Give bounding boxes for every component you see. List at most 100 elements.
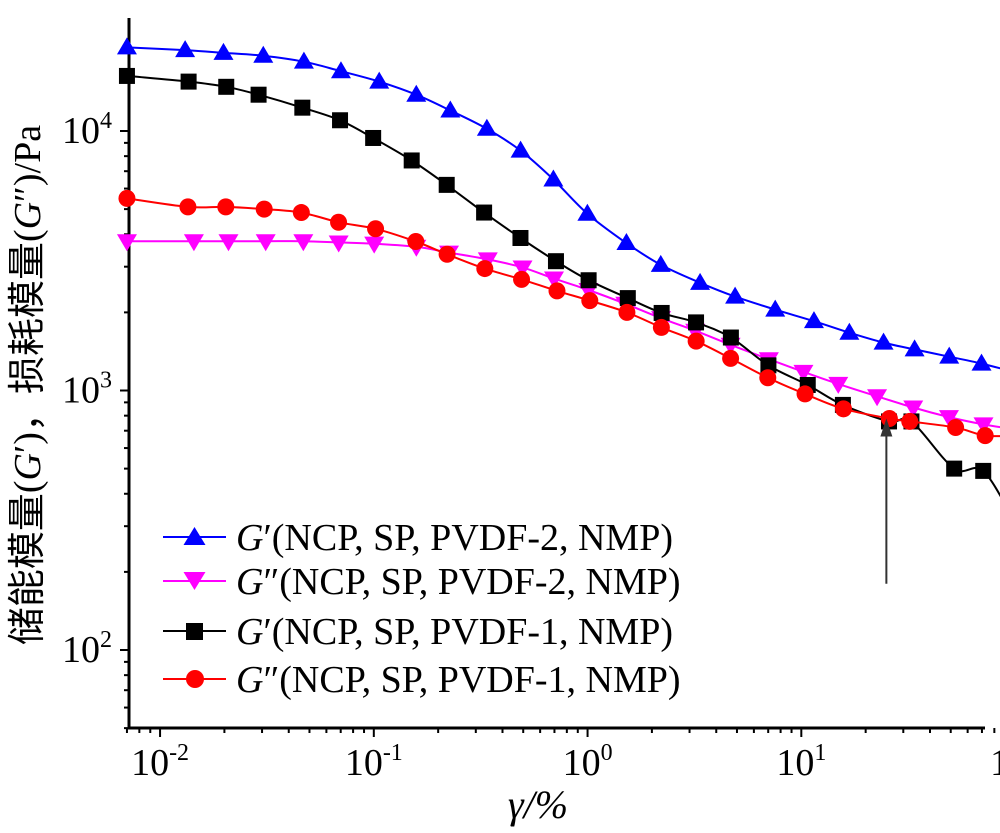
axes: [127, 18, 985, 730]
y-axis-label: 储能模量(G′)，损耗模量(G″)/Pa: [7, 125, 49, 645]
data-point: [759, 369, 777, 387]
data-point: [873, 332, 894, 350]
data-point: [581, 292, 599, 310]
x-tick-label: 10-2: [131, 740, 189, 784]
data-point: [976, 427, 994, 445]
legend-label: (NCP, SP, PVDF-1, NMP): [272, 611, 673, 653]
svg-text:G″(NCP, SP, PVDF-1, NMP): G″(NCP, SP, PVDF-1, NMP): [236, 659, 681, 701]
data-point: [292, 204, 310, 222]
data-point: [118, 67, 135, 84]
data-point: [867, 389, 888, 407]
y-axis-label-prefix: 储能模量(: [7, 480, 49, 645]
data-point: [616, 233, 637, 251]
data-point: [364, 236, 385, 254]
x-axis-label: γ/%: [508, 782, 568, 827]
svg-text:G′(NCP, SP, PVDF-2, NMP): G′(NCP, SP, PVDF-2, NMP): [236, 517, 673, 559]
data-point: [116, 37, 137, 55]
data-point: [218, 234, 239, 252]
data-point: [690, 272, 711, 290]
x-tick-label: 100: [563, 740, 613, 784]
data-point: [253, 45, 274, 63]
data-point: [330, 61, 351, 79]
data-point: [512, 229, 529, 246]
legend-marker-triangle-up-icon: [183, 527, 206, 545]
data-point: [796, 385, 814, 403]
data-point: [939, 346, 960, 364]
y-axis-label-mid: )，损耗模量(: [7, 229, 49, 444]
data-point: [548, 282, 566, 300]
data-point: [407, 233, 425, 251]
svg-text:储能模量(G′)，损耗模量(G″)/Pa: 储能模量(G′)，损耗模量(G″)/Pa: [7, 125, 49, 645]
legend-marker-square-icon: [186, 623, 203, 640]
data-point: [330, 213, 348, 231]
data-point: [803, 311, 824, 329]
data-point: [476, 204, 493, 221]
legend-marker-circle-icon: [186, 670, 204, 688]
legend-prime: ′: [263, 517, 271, 559]
data-point: [619, 290, 636, 307]
data-point: [116, 234, 137, 252]
data-point: [255, 200, 273, 218]
series-layer: [116, 37, 1000, 498]
data-point: [938, 410, 959, 428]
data-point: [904, 339, 925, 357]
data-point: [512, 260, 533, 278]
data-point: [250, 86, 267, 103]
data-point: [513, 270, 531, 288]
data-point: [440, 100, 461, 118]
annotation-layer: [880, 418, 893, 584]
data-point: [293, 234, 314, 252]
y-axis-label-p1: ′: [7, 445, 49, 453]
data-point: [580, 272, 597, 289]
data-point: [839, 322, 860, 340]
data-point: [476, 260, 494, 278]
data-point: [946, 460, 963, 477]
x-tick-label: 101: [776, 740, 826, 784]
data-point: [653, 304, 670, 321]
data-point: [901, 412, 919, 430]
y-axis-label-suffix: )/Pa: [7, 125, 49, 186]
data-point: [722, 329, 739, 346]
svg-text:G″(NCP, SP, PVDF-2, NMP): G″(NCP, SP, PVDF-2, NMP): [236, 561, 681, 603]
data-point: [218, 78, 235, 95]
data-point: [650, 254, 671, 272]
legend-symbol: G: [236, 561, 263, 603]
data-point: [828, 376, 849, 394]
data-point: [217, 198, 235, 216]
data-point: [438, 176, 455, 193]
data-point: [255, 234, 276, 252]
data-point: [618, 303, 636, 321]
y-tick-label: 103: [62, 368, 112, 412]
data-point: [903, 400, 924, 418]
series: [118, 67, 1000, 498]
data-point: [793, 364, 814, 382]
data-point: [332, 112, 349, 129]
arrow-head-icon: [880, 418, 893, 437]
data-point: [328, 235, 349, 253]
data-point: [834, 400, 852, 418]
data-point: [687, 332, 705, 350]
legend-marker-triangle-down-icon: [183, 572, 206, 590]
data-point: [547, 253, 564, 270]
data-point: [179, 198, 197, 216]
data-point: [367, 220, 385, 238]
data-point: [688, 314, 705, 331]
series: [116, 37, 1000, 371]
data-point: [725, 286, 746, 304]
data-point: [975, 462, 992, 479]
legend-symbol: G: [236, 517, 263, 559]
y-axis-label-g2: G: [7, 202, 49, 229]
legend-symbol: G: [236, 659, 263, 701]
data-point: [294, 99, 311, 116]
y-tick-label: 104: [62, 108, 112, 152]
data-point: [365, 129, 382, 146]
y-axis-label-g1: G: [7, 453, 49, 480]
series-line: [126, 197, 1000, 438]
series-line: [126, 74, 1000, 498]
data-point: [175, 40, 196, 58]
legend-prime: ″: [263, 561, 279, 603]
data-point: [118, 189, 136, 207]
data-point: [973, 417, 994, 435]
legend: G′(NCP, SP, PVDF-2, NMP) G″(NCP, SP, PVD…: [163, 517, 681, 701]
